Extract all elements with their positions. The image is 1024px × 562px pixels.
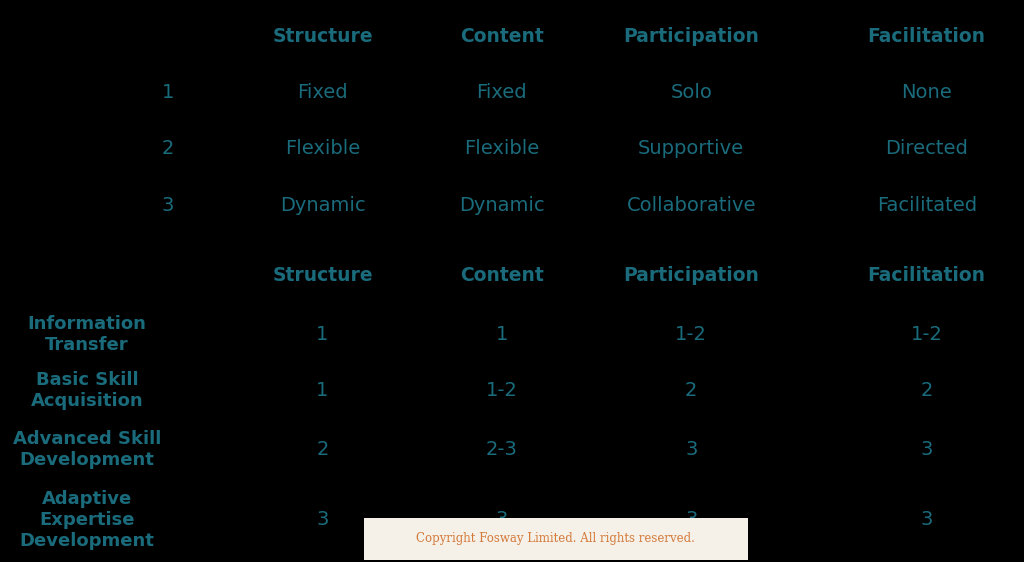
Text: 3: 3 [921,510,933,529]
Text: Fixed: Fixed [297,83,348,102]
FancyBboxPatch shape [364,518,748,560]
Text: 1: 1 [316,325,329,344]
Text: None: None [901,83,952,102]
Text: 3: 3 [316,510,329,529]
Text: Flexible: Flexible [464,139,540,158]
Text: 3: 3 [685,510,697,529]
Text: Dynamic: Dynamic [280,196,366,215]
Text: Facilitation: Facilitation [867,27,986,46]
Text: 3: 3 [921,440,933,459]
Text: 2: 2 [162,139,174,158]
Text: Facilitated: Facilitated [877,196,977,215]
Text: 2-3: 2-3 [485,440,518,459]
Text: Information
Transfer: Information Transfer [28,315,146,354]
Text: 1: 1 [162,83,174,102]
Text: Collaborative: Collaborative [627,196,756,215]
Text: 2: 2 [316,440,329,459]
Text: 1: 1 [496,325,508,344]
Text: Fixed: Fixed [476,83,527,102]
Text: Supportive: Supportive [638,139,744,158]
Text: Dynamic: Dynamic [459,196,545,215]
Text: 1-2: 1-2 [485,381,518,400]
Text: 3: 3 [496,510,508,529]
Text: 2: 2 [685,381,697,400]
Text: Adaptive
Expertise
Development: Adaptive Expertise Development [19,490,155,550]
Text: Facilitation: Facilitation [867,266,986,285]
Text: Structure: Structure [272,27,373,46]
Text: Advanced Skill
Development: Advanced Skill Development [13,430,161,469]
Text: Directed: Directed [886,139,968,158]
Text: Flexible: Flexible [285,139,360,158]
Text: 1-2: 1-2 [675,325,708,344]
Text: Participation: Participation [624,27,759,46]
Text: Participation: Participation [624,266,759,285]
Text: Solo: Solo [671,83,712,102]
Text: Copyright Fosway Limited. All rights reserved.: Copyright Fosway Limited. All rights res… [416,532,695,545]
Text: 3: 3 [162,196,174,215]
Text: 2: 2 [921,381,933,400]
Text: Structure: Structure [272,266,373,285]
Text: Content: Content [460,27,544,46]
Text: 1: 1 [316,381,329,400]
Text: Content: Content [460,266,544,285]
Text: 1-2: 1-2 [910,325,943,344]
Text: 3: 3 [685,440,697,459]
Text: Basic Skill
Acquisition: Basic Skill Acquisition [31,371,143,410]
